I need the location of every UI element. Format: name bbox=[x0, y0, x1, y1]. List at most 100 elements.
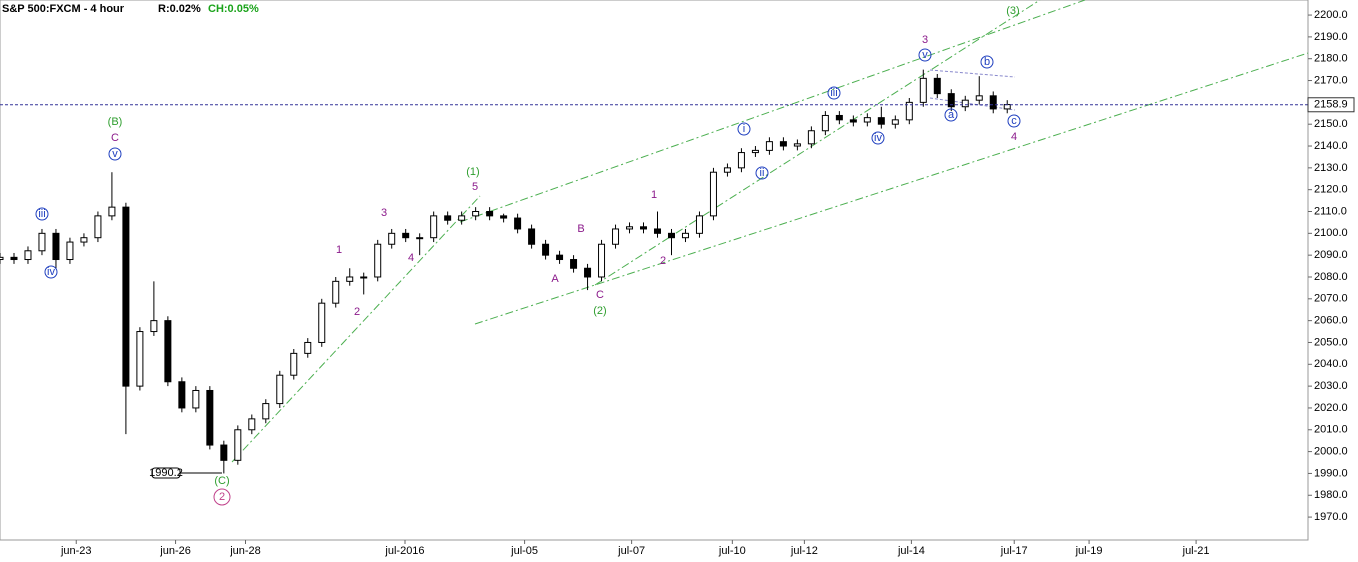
wave-label: b bbox=[984, 56, 990, 68]
y-tick-label: 2110.0 bbox=[1314, 205, 1347, 217]
wave-label: iii bbox=[830, 87, 837, 99]
candle-body bbox=[290, 352, 298, 376]
candle-body bbox=[528, 228, 536, 245]
candle-body bbox=[500, 215, 508, 219]
wave-label: 2 bbox=[219, 491, 225, 503]
candle-body bbox=[318, 302, 326, 343]
candle-body bbox=[164, 320, 172, 383]
candle-body bbox=[276, 374, 284, 405]
candle-body bbox=[891, 119, 899, 125]
x-tick-label: jun-26 bbox=[159, 545, 191, 557]
candle-body bbox=[374, 243, 382, 278]
wave-circle bbox=[35, 207, 49, 221]
wave-label: 2 bbox=[354, 306, 360, 318]
x-tick-label: jul-10 bbox=[718, 545, 746, 557]
candle-body bbox=[877, 117, 885, 125]
candle-body bbox=[472, 211, 480, 217]
x-tick-label: jun-28 bbox=[229, 545, 261, 557]
y-tick-label: 2130.0 bbox=[1314, 162, 1348, 174]
candle-body bbox=[52, 232, 60, 261]
wave-label: 1 bbox=[651, 189, 657, 201]
y-tick-label: 2120.0 bbox=[1314, 184, 1348, 196]
candle-body bbox=[626, 226, 634, 230]
candle-body bbox=[150, 320, 158, 333]
candle-body bbox=[584, 267, 592, 278]
y-tick-label: 1980.0 bbox=[1314, 489, 1348, 501]
candle-body bbox=[332, 280, 340, 304]
candle-body bbox=[24, 250, 32, 261]
y-tick-label: 2080.0 bbox=[1314, 271, 1348, 283]
candle-body bbox=[863, 117, 871, 123]
wave-label: 2 bbox=[660, 255, 666, 267]
y-tick-label: 2070.0 bbox=[1314, 293, 1348, 305]
candle-body bbox=[430, 215, 438, 239]
x-tick-label: jul-05 bbox=[510, 545, 538, 557]
x-tick-label: jul-19 bbox=[1075, 545, 1103, 557]
y-tick-label: 2180.0 bbox=[1314, 53, 1348, 65]
candle-body bbox=[612, 228, 620, 245]
y-tick-label: 2170.0 bbox=[1314, 74, 1348, 86]
wave-circle bbox=[980, 55, 994, 69]
low-marker-box bbox=[151, 467, 181, 479]
candle-body bbox=[905, 101, 913, 121]
candle-body bbox=[388, 232, 396, 245]
wave-label: a bbox=[948, 109, 955, 121]
y-tick-label: 2190.0 bbox=[1314, 31, 1348, 43]
candle-body bbox=[192, 389, 200, 409]
wave-circle bbox=[755, 166, 769, 180]
candle-body bbox=[709, 171, 717, 217]
wave-label: ii bbox=[760, 167, 765, 179]
wave-circle bbox=[871, 131, 885, 145]
y-tick-label: 2140.0 bbox=[1314, 140, 1348, 152]
candle-body bbox=[0, 256, 4, 261]
x-tick-label: jul-14 bbox=[897, 545, 925, 557]
x-tick-label: jul-12 bbox=[790, 545, 818, 557]
candle-body bbox=[653, 228, 661, 234]
candle-body bbox=[821, 114, 829, 132]
candle-body bbox=[304, 341, 312, 354]
candle-body bbox=[835, 114, 843, 121]
candle-body bbox=[807, 130, 815, 145]
candle-body bbox=[681, 232, 689, 239]
candle-body bbox=[402, 232, 410, 239]
last-price-label: 2158.9 bbox=[1314, 99, 1348, 111]
wave-label: 3 bbox=[381, 207, 387, 219]
wave-label: iv bbox=[874, 132, 882, 144]
candle-body bbox=[416, 237, 424, 240]
y-tick-label: 1970.0 bbox=[1314, 511, 1348, 523]
wave-label: iv bbox=[47, 266, 55, 278]
wave-label: B bbox=[577, 223, 584, 235]
candle-body bbox=[849, 119, 857, 123]
candle-body bbox=[220, 444, 228, 461]
candle-body bbox=[458, 215, 466, 221]
wave-circle bbox=[737, 122, 751, 136]
y-tick-label: 1990.0 bbox=[1314, 467, 1348, 479]
wave-circle bbox=[944, 108, 958, 122]
candle-body bbox=[206, 389, 214, 446]
wave-label: C bbox=[596, 289, 604, 301]
wave-circle bbox=[918, 48, 932, 62]
candle-body bbox=[262, 403, 270, 420]
candle-body bbox=[108, 206, 116, 217]
y-tick-label: 2060.0 bbox=[1314, 315, 1348, 327]
candle-body bbox=[80, 237, 88, 243]
trend-lines bbox=[231, 0, 1309, 463]
wave-label: A bbox=[551, 273, 559, 285]
y-tick-label: 2040.0 bbox=[1314, 358, 1348, 370]
wave-label: (3) bbox=[1006, 5, 1019, 17]
wave-circle bbox=[108, 147, 122, 161]
y-tick-label: 2000.0 bbox=[1314, 446, 1348, 458]
wave-circle bbox=[1007, 114, 1021, 128]
candle-body bbox=[514, 217, 522, 230]
candle-body bbox=[234, 429, 242, 461]
x-tick-label: jul-07 bbox=[617, 545, 645, 557]
x-tick-label: jun-23 bbox=[60, 545, 92, 557]
candle-body bbox=[570, 259, 578, 269]
change: CH:0.05% bbox=[208, 3, 259, 15]
candle-body bbox=[94, 215, 102, 239]
wave-label: iii bbox=[38, 208, 45, 220]
candle-body bbox=[10, 256, 18, 261]
y-tick-label: 2030.0 bbox=[1314, 380, 1348, 392]
wave-circle bbox=[44, 265, 58, 279]
wave-label: 4 bbox=[408, 252, 414, 264]
